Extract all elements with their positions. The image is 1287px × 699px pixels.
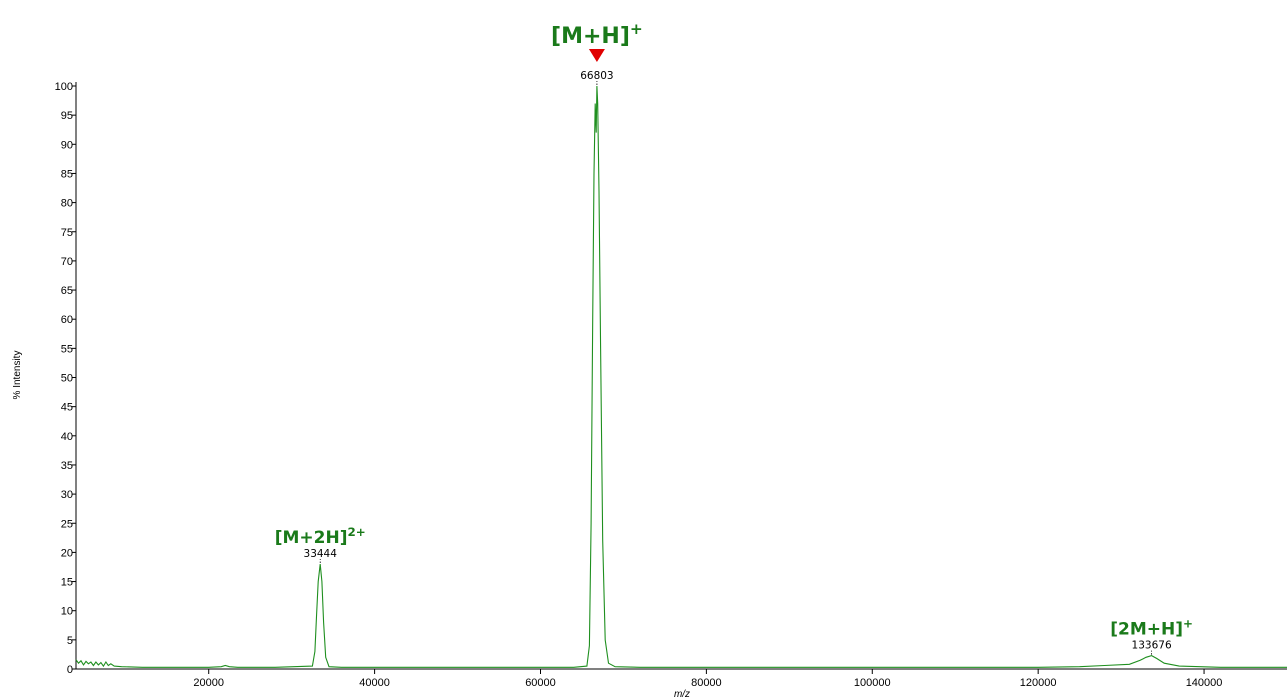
- y-tick-label: 35: [61, 460, 73, 472]
- y-tick-label: 85: [61, 168, 73, 180]
- y-axis-label: % Intensity: [12, 351, 23, 400]
- y-tick-label: 100: [55, 81, 73, 93]
- ion-charge: +: [630, 20, 643, 38]
- x-tick-label: 80000: [691, 677, 722, 689]
- peak-mz-label: 66803: [580, 70, 613, 82]
- y-tick-label: 0: [67, 664, 73, 676]
- axes: [75, 82, 1287, 670]
- spectrum-line: [75, 85, 1287, 668]
- ion-label: [M+H]+: [551, 20, 643, 49]
- y-tick-label: 5: [67, 635, 73, 647]
- ticks: 0 5 10 15 20 25 30 35 40 45 50 55 60 65 70 75 80 85 90 95 10…: [55, 81, 1223, 689]
- x-tick-label: 120000: [1020, 677, 1057, 689]
- y-tick-label: 95: [61, 110, 73, 122]
- x-tick-label: 140000: [1186, 677, 1223, 689]
- y-tick-label: 30: [61, 489, 73, 501]
- x-tick-label: 60000: [525, 677, 556, 689]
- y-tick-label: 40: [61, 431, 73, 443]
- peak-mz-label: 33444: [304, 548, 338, 560]
- x-axis-label: m/z: [674, 689, 690, 699]
- x-tick-label: 40000: [359, 677, 390, 689]
- y-tick-label: 25: [61, 518, 73, 530]
- y-tick-label: 55: [61, 343, 73, 355]
- y-tick-label: 10: [61, 606, 73, 618]
- peak-mz-label: 133676: [1132, 640, 1172, 652]
- y-tick-label: 50: [61, 373, 73, 385]
- x-tick-label: 100000: [854, 677, 891, 689]
- y-tick-label: 80: [61, 198, 73, 210]
- x-tick-label: 20000: [193, 677, 224, 689]
- peak-marker-icon: [588, 49, 605, 62]
- y-tick-label: 65: [61, 285, 73, 297]
- y-tick-label: 45: [61, 402, 73, 414]
- peak-annotations: 33444[M+2H]2+ 66803 [M+H]+ 133676[2M+H]+: [275, 20, 1193, 655]
- ion-label: [M+2H]2+: [275, 525, 366, 548]
- ion-label: [2M+H]+: [1110, 616, 1193, 639]
- ion-charge: +: [1183, 616, 1193, 630]
- y-tick-label: 75: [61, 227, 73, 239]
- y-tick-label: 70: [61, 256, 73, 268]
- y-tick-label: 20: [61, 547, 73, 559]
- y-tick-label: 90: [61, 139, 73, 151]
- y-tick-label: 60: [61, 314, 73, 326]
- ion-charge: 2+: [347, 525, 365, 539]
- y-tick-label: 15: [61, 577, 73, 589]
